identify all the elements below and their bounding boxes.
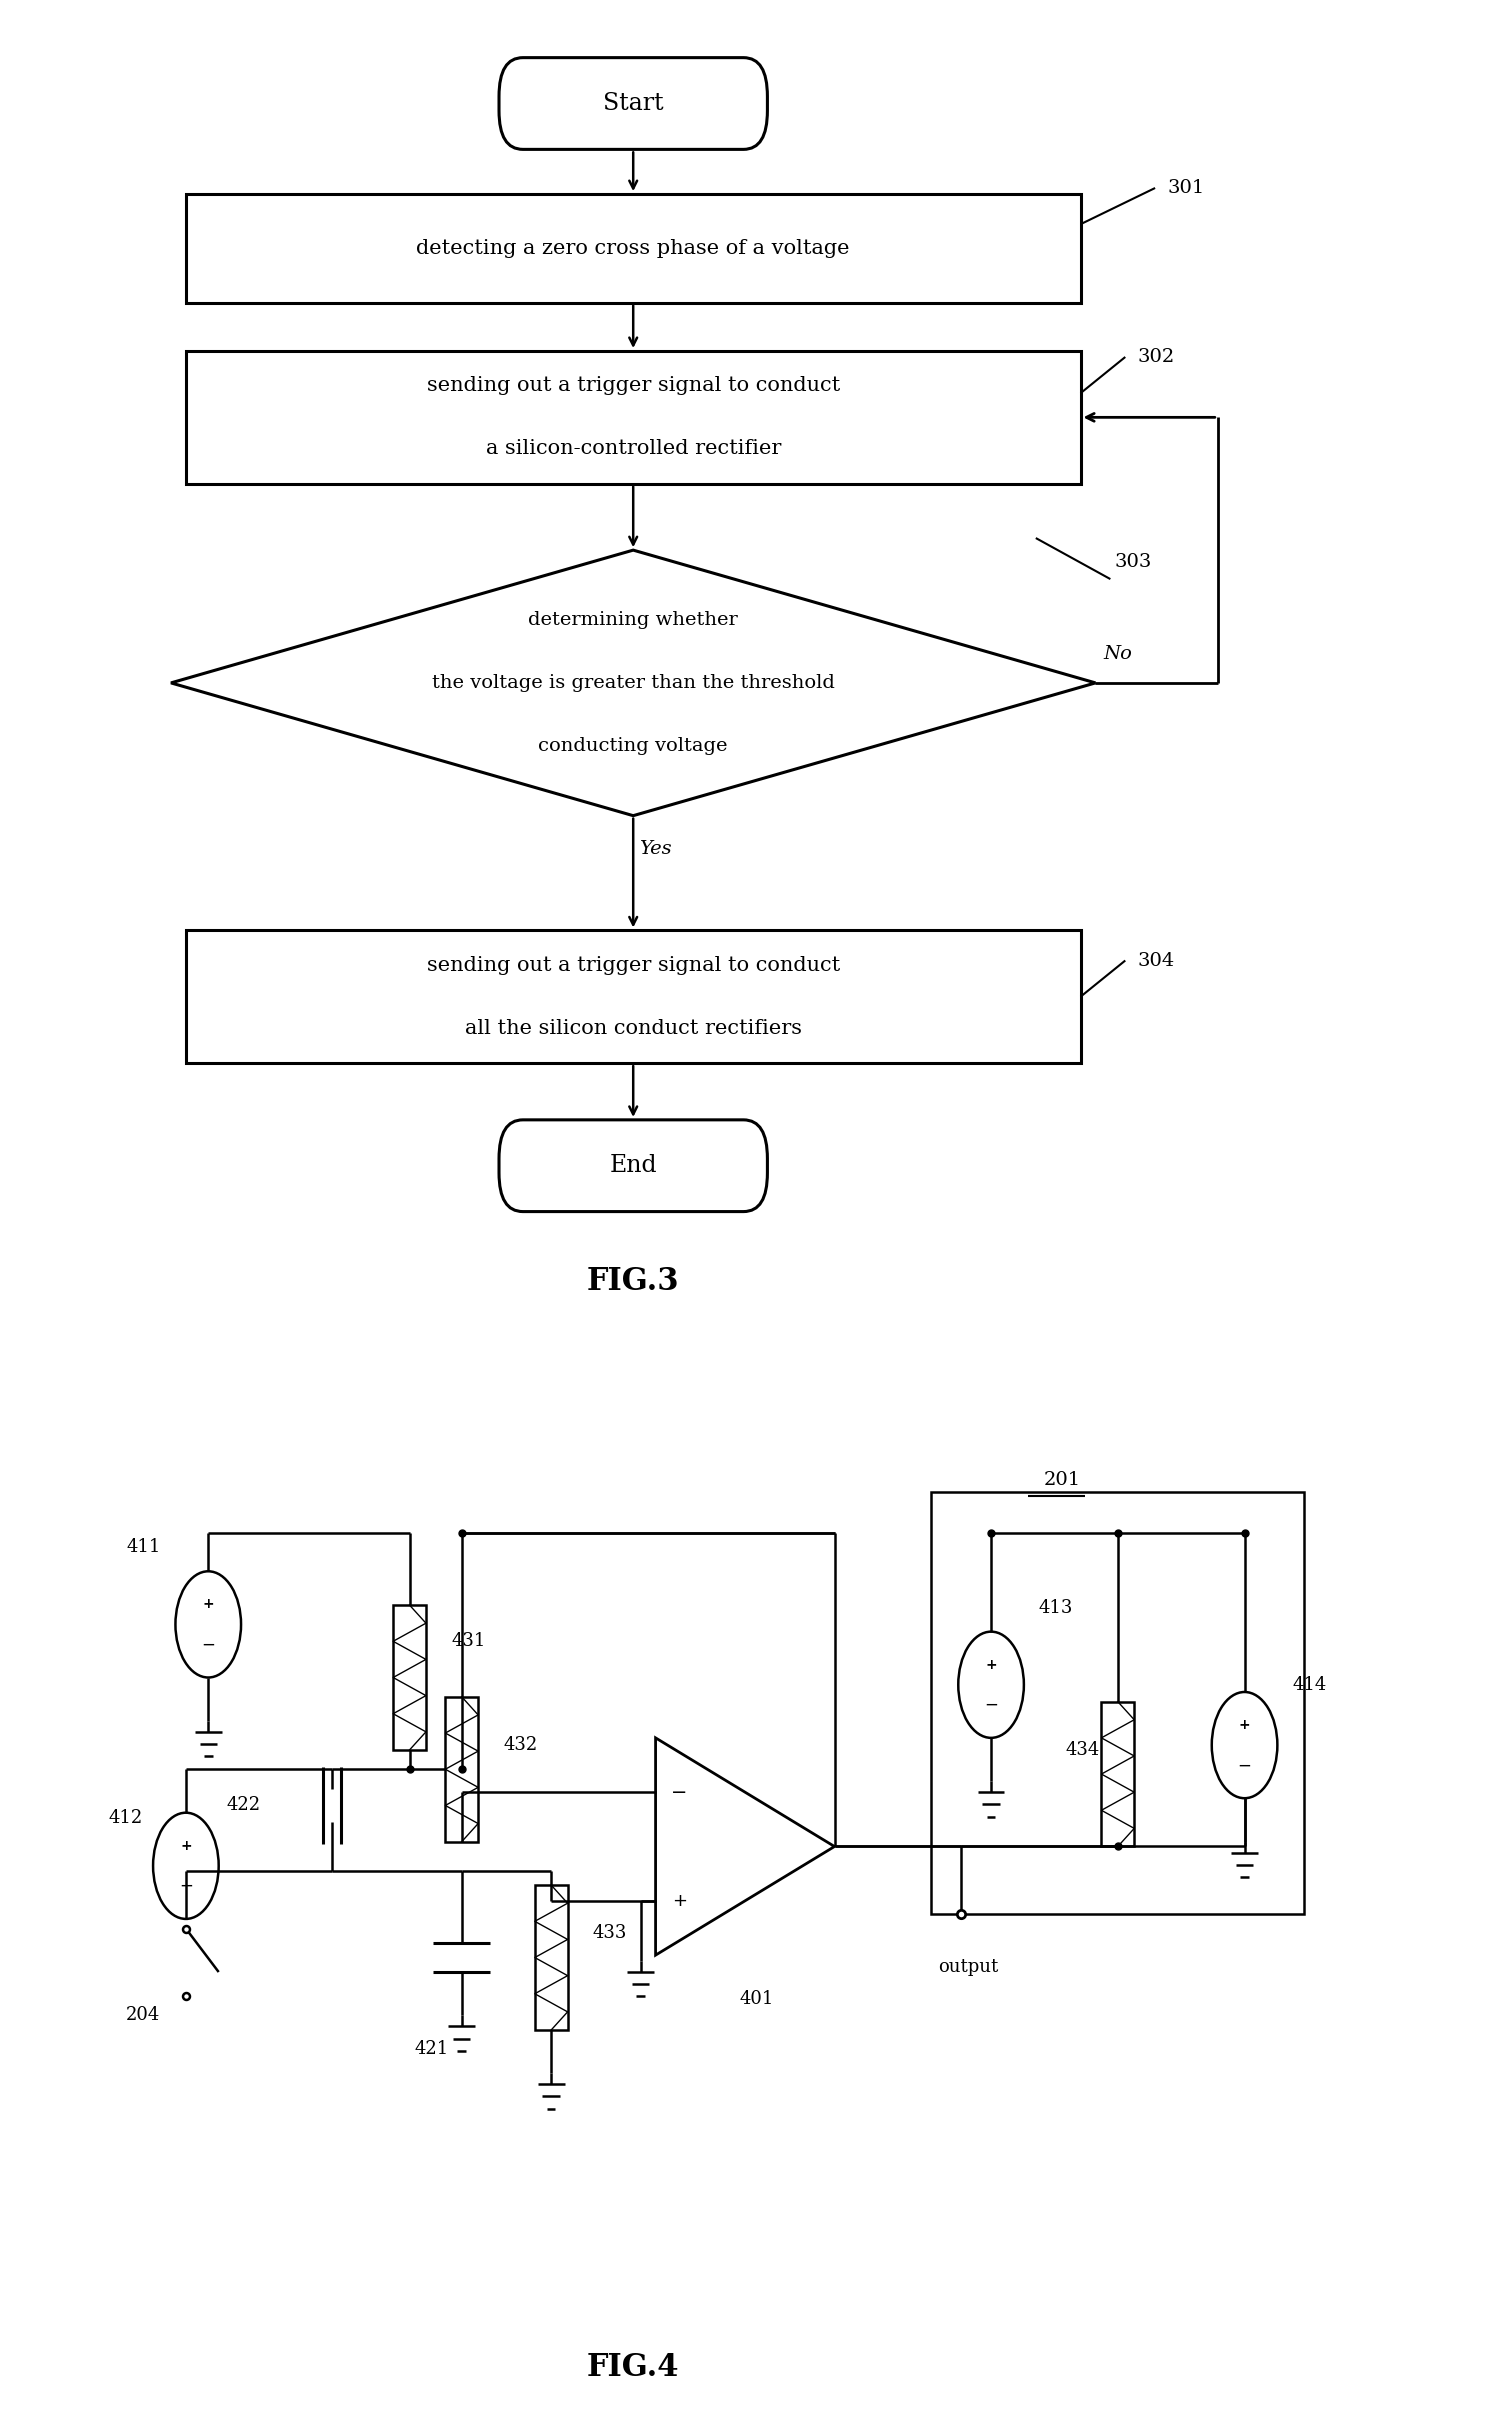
Text: 422: 422 [226,1797,260,1814]
Text: Start: Start [604,92,664,114]
Text: 304: 304 [1138,952,1174,969]
Text: 303: 303 [1115,554,1153,571]
Text: 413: 413 [1038,1598,1073,1617]
Text: all the silicon conduct rectifiers: all the silicon conduct rectifiers [465,1020,802,1037]
Text: 412: 412 [108,1809,143,1826]
Text: −: − [179,1877,193,1894]
Text: 432: 432 [504,1736,537,1753]
Polygon shape [172,551,1096,816]
Bar [445,1697,479,1843]
Text: End: End [610,1153,658,1178]
Bar [187,352,1081,483]
Text: detecting a zero cross phase of a voltage: detecting a zero cross phase of a voltag… [417,238,850,257]
Text: FIG.4: FIG.4 [587,2353,679,2384]
Text: FIG.3: FIG.3 [587,1265,680,1297]
Text: 421: 421 [415,2040,448,2059]
Bar [187,194,1081,304]
Text: −: − [1237,1755,1252,1775]
Text: 433: 433 [593,1925,628,1942]
Bar [534,1884,567,2030]
Text: +: + [181,1838,191,1853]
Text: −: − [671,1782,688,1802]
Bar [932,1491,1305,1913]
Text: +: + [986,1658,996,1670]
Text: 201: 201 [1043,1471,1081,1488]
Text: 204: 204 [126,2006,161,2025]
Text: −: − [202,1636,215,1653]
FancyBboxPatch shape [500,1119,768,1212]
Text: +: + [203,1598,214,1612]
Text: output: output [939,1959,999,1976]
FancyBboxPatch shape [500,58,768,151]
Text: No: No [1103,646,1132,663]
Text: sending out a trigger signal to conduct: sending out a trigger signal to conduct [426,957,840,976]
Text: 302: 302 [1138,347,1174,367]
Bar [393,1605,426,1751]
Text: 401: 401 [740,1989,774,2008]
Polygon shape [656,1738,834,1955]
Bar [1102,1702,1135,1848]
Text: 434: 434 [1066,1741,1100,1758]
Text: 411: 411 [126,1539,161,1556]
Text: a silicon-controlled rectifier: a silicon-controlled rectifier [486,439,781,459]
Bar [187,930,1081,1063]
Text: +: + [1239,1719,1251,1731]
Text: conducting voltage: conducting voltage [539,736,728,755]
Text: −: − [984,1695,998,1714]
Text: 414: 414 [1293,1675,1326,1695]
Text: determining whether: determining whether [528,612,737,629]
Text: 431: 431 [452,1632,486,1651]
Text: the voltage is greater than the threshold: the voltage is greater than the threshol… [432,675,835,692]
Text: sending out a trigger signal to conduct: sending out a trigger signal to conduct [426,376,840,396]
Text: +: + [671,1891,686,1911]
Text: 301: 301 [1166,180,1204,197]
Text: Yes: Yes [640,840,671,860]
